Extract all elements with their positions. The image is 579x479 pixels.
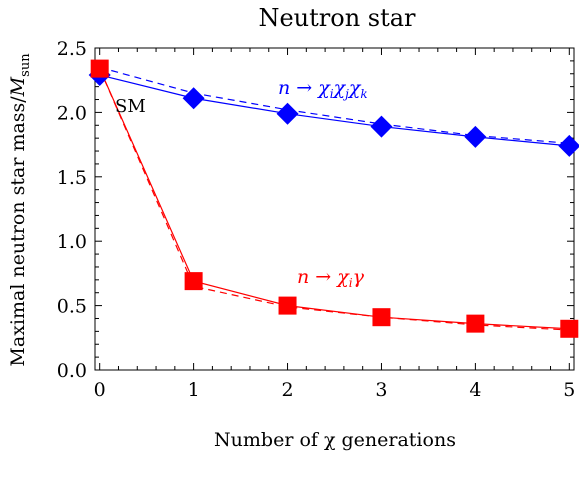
series-0-point xyxy=(558,134,579,157)
plot-frame xyxy=(94,47,575,371)
series-0-point xyxy=(464,125,487,148)
sm-annotation: SM xyxy=(115,96,146,117)
y-axis-label-m: M xyxy=(7,76,29,97)
series-0-point xyxy=(276,102,299,125)
series-0-point xyxy=(370,115,393,138)
series-0-dashed-line xyxy=(99,66,570,144)
y-tick-label: 1.0 xyxy=(57,231,87,253)
series-0-point xyxy=(182,87,205,110)
series-lines xyxy=(99,66,570,331)
y-axis-label-main: Maximal neutron star mass/ xyxy=(7,96,29,367)
series-markers xyxy=(88,59,579,338)
y-tick-label: 1.5 xyxy=(57,167,87,189)
x-tick-label: 2 xyxy=(281,379,293,401)
x-tick-label: 0 xyxy=(94,379,106,401)
series-1-point xyxy=(278,296,297,315)
axis-tick-labels: 0 1 2 3 4 5 0.0 0.5 1.0 1.5 2.0 2.5 xyxy=(57,38,576,401)
blue-series-annotation: n → χiχjχk xyxy=(278,77,368,101)
x-tick-label: 1 xyxy=(188,379,200,401)
red-series-annotation: n → χiγ xyxy=(297,266,365,290)
y-tick-label: 0.0 xyxy=(57,360,87,382)
plot-border xyxy=(94,47,575,371)
axis-ticks xyxy=(95,47,574,371)
series-1-point xyxy=(466,314,485,333)
y-tick-label: 0.5 xyxy=(57,296,87,318)
y-axis-label-sub: sun xyxy=(18,53,33,77)
x-tick-label: 3 xyxy=(375,379,387,401)
series-1-point xyxy=(560,319,579,338)
x-tick-label: 4 xyxy=(469,379,481,401)
chart-title: Neutron star xyxy=(258,4,416,32)
y-tick-label: 2.5 xyxy=(57,38,87,60)
x-axis-label: Number of χ generations xyxy=(214,429,456,451)
series-1-point xyxy=(90,59,109,78)
series-0-line xyxy=(99,74,570,147)
x-tick-label: 5 xyxy=(563,379,575,401)
series-1-line xyxy=(99,68,570,330)
y-tick-label: 2.0 xyxy=(57,102,87,124)
series-1-dashed-line xyxy=(99,68,570,331)
series-1-point xyxy=(184,272,203,291)
series-1-point xyxy=(372,308,391,327)
y-axis-label: Maximal neutron star mass/Msun xyxy=(7,53,33,367)
